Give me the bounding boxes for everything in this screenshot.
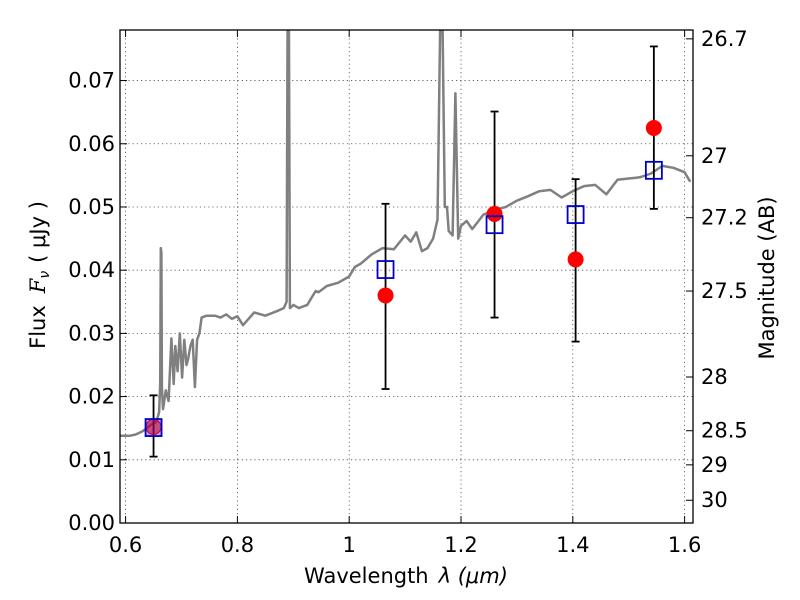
- model-photometry-point: [376, 260, 395, 279]
- y-tick-label: 0.05: [68, 195, 115, 219]
- observed-point: [377, 287, 394, 304]
- y-axis-label: Flux Fν ( μJy ): [26, 201, 53, 349]
- y-axis-label-text: Flux: [26, 305, 50, 349]
- model-photometry-point: [144, 418, 163, 437]
- model-photometry-point: [644, 160, 663, 180]
- observed-point: [645, 119, 662, 136]
- x-tick-label: 0.8: [221, 533, 254, 557]
- mag-tick-label: 27.5: [701, 279, 748, 303]
- x-axis-label-text: Wavelength: [304, 564, 429, 588]
- y-axis-label-subscript: ν: [37, 271, 53, 279]
- mag-tick-label: 27.2: [701, 206, 748, 230]
- x-tick-label: 1.6: [668, 533, 701, 557]
- y-axis-label-symbol: F: [26, 277, 50, 294]
- model-spectrum-line: [120, 30, 692, 438]
- x-tick-label: 1.4: [556, 533, 589, 557]
- plot-data: [120, 30, 692, 458]
- grid-lines: [120, 30, 693, 524]
- observed-point: [486, 205, 503, 222]
- y-tick-label: 0.04: [68, 258, 115, 282]
- y-tick-label: 0.03: [68, 321, 115, 345]
- right-axis-label: Magnitude (AB): [755, 196, 779, 359]
- y-tick-label: 0.07: [68, 69, 115, 93]
- x-axis-label: Wavelength λ (μm): [304, 564, 508, 588]
- mag-tick-label: 26.7: [701, 27, 748, 51]
- x-tick-label: 1: [343, 533, 356, 557]
- observed-point: [567, 251, 584, 268]
- mag-tick-label: 29: [701, 453, 728, 477]
- model-photometry-point: [566, 205, 585, 224]
- x-tick-label: 1.2: [444, 533, 477, 557]
- y-tick-label: 0.06: [68, 132, 115, 156]
- x-tick-label: 0.6: [109, 533, 142, 557]
- mag-tick-label: 30: [701, 488, 728, 512]
- y-tick-label: 0.00: [68, 511, 115, 535]
- axis-ticks: 0.6 0.8 1 1.2 1.4 1.6 0.00 0.01 0.02 0.03 0.04 0.05…: [68, 27, 748, 557]
- mag-tick-label: 28.5: [701, 419, 748, 443]
- y-tick-label: 0.02: [68, 385, 115, 409]
- y-axis-label-unit: ( μJy ): [26, 201, 50, 263]
- plot-frame: [119, 29, 694, 524]
- x-axis-label-symbol: λ (μm): [438, 564, 508, 588]
- model-photometry-point: [485, 215, 504, 235]
- mag-tick-label: 28: [701, 365, 728, 389]
- mag-tick-label: 27: [701, 144, 728, 168]
- y-tick-label: 0.01: [68, 448, 115, 472]
